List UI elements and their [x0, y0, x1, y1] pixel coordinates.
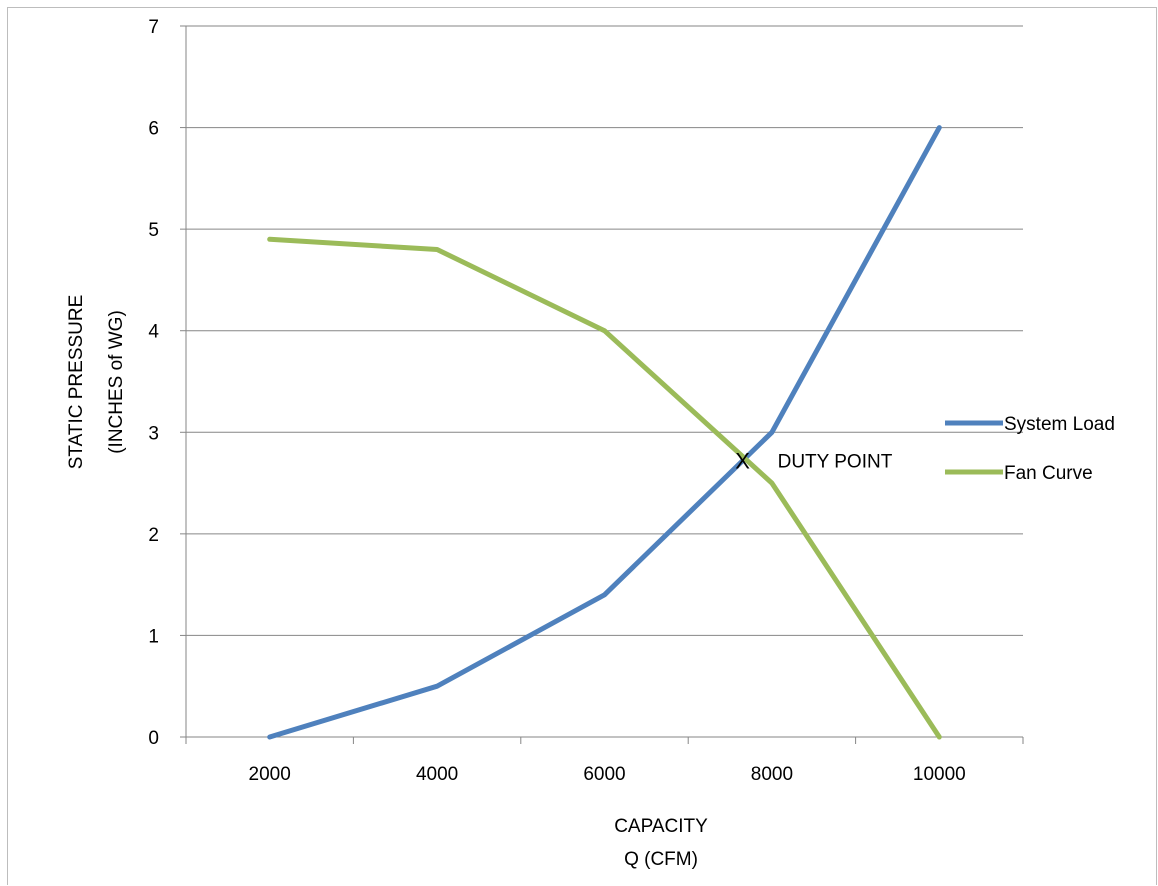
y-tick-label: 6	[148, 119, 159, 140]
legend-label-system-load: System Load	[1004, 414, 1115, 435]
y-tick-label: 3	[148, 423, 159, 444]
y-tick-label: 7	[148, 17, 159, 38]
duty-point-marker: X	[735, 449, 750, 474]
x-tick-label: 2000	[249, 764, 291, 785]
x-tick-label: 6000	[583, 764, 625, 785]
legend-label-fan-curve: Fan Curve	[1004, 463, 1093, 484]
chart-area	[7, 7, 1157, 885]
axes	[180, 25, 1024, 744]
duty-point-label: DUTY POINT	[778, 452, 893, 473]
series-line-fan-curve	[267, 236, 942, 740]
y-tick-label: 4	[148, 322, 159, 343]
series-line-system-load	[267, 125, 942, 740]
y-tick-label: 0	[148, 728, 159, 749]
series-lines	[267, 125, 942, 740]
y-tick-label: 2	[148, 525, 159, 546]
x-tick-label: 4000	[416, 764, 458, 785]
y-tick-label: 5	[148, 220, 159, 241]
x-axis-title-line-2: Q (CFM)	[624, 849, 698, 870]
legend: System Load Fan Curve	[945, 414, 1115, 484]
x-tick-label: 8000	[751, 764, 793, 785]
x-axis-title-line-1: CAPACITY	[614, 816, 708, 837]
duty-point-annotation: X DUTY POINT	[735, 449, 892, 474]
tick-labels: 0 1 2 3 4 5 6 7 2000 4000 6000 8000 10000	[148, 17, 965, 785]
y-axis-title-line-1: STATIC PRESSURE	[66, 295, 87, 470]
y-axis-title-line-2: (INCHES of WG)	[106, 310, 127, 454]
x-tick-label: 10000	[913, 764, 966, 785]
y-tick-label: 1	[148, 626, 159, 647]
